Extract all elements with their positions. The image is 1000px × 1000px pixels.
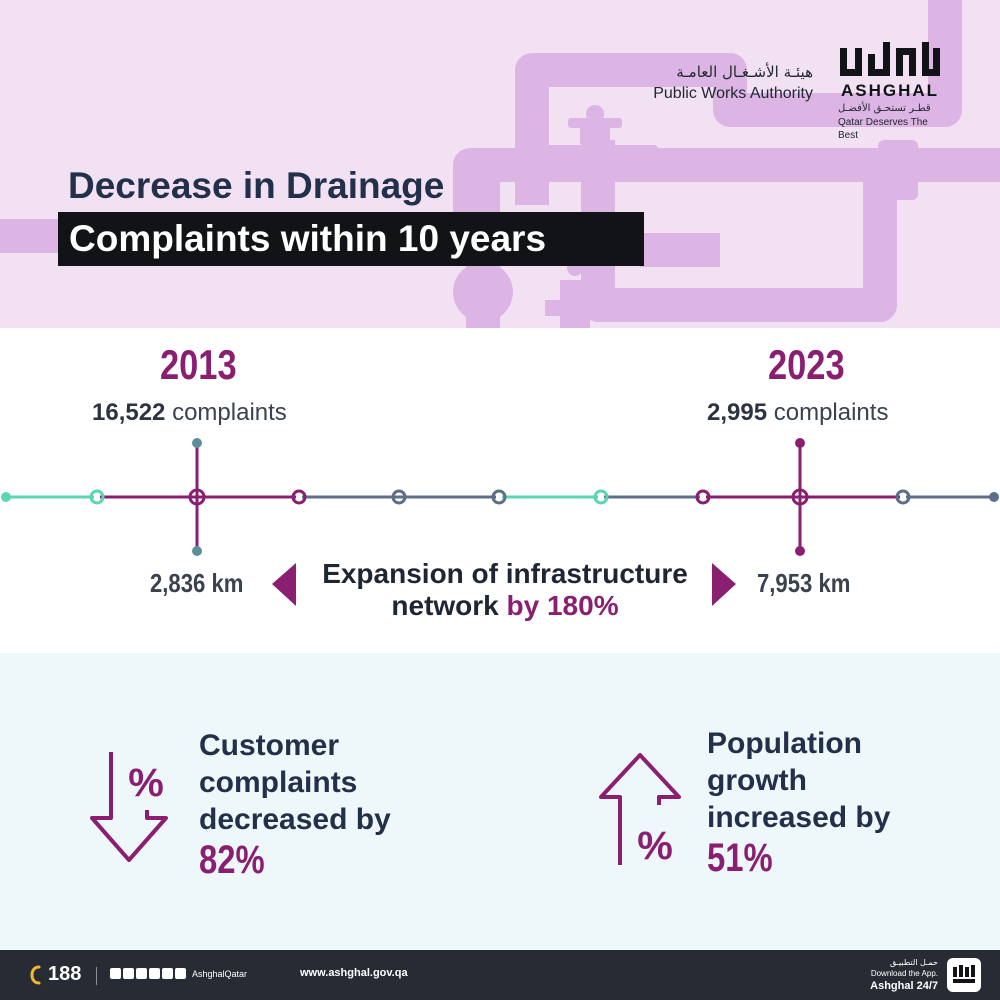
phone-icon (30, 965, 41, 984)
ashghal-logo-mark: ASHGHAL (840, 42, 940, 100)
social-handle: AshghalQatar (192, 968, 248, 979)
footer: 188 AshghalQatar www.ashghal.gov.qa حمـل… (0, 950, 1000, 1000)
end-complaints-unit: complaints (767, 399, 889, 426)
end-complaints: 2,995 complaints (707, 398, 888, 428)
population-stat-line-2: growth (707, 764, 807, 797)
instagram-icon[interactable] (123, 968, 134, 979)
tagline-english: Qatar Deserves The Best (838, 117, 928, 141)
linkedin-icon[interactable] (162, 968, 173, 979)
start-network-length: 2,836 km (150, 568, 244, 598)
authority-name-english: Public Works Authority (653, 85, 813, 102)
percent-up-arrow-icon: % (599, 753, 681, 868)
complaints-stat-line-1: Customer (199, 729, 340, 762)
complaints-stat-line-3: decreased by (199, 803, 391, 836)
population-stat-value: 51% (707, 836, 773, 880)
ashghal-app-logo-icon (953, 965, 975, 983)
logo-wordmark: ASHGHAL (841, 81, 939, 100)
app-store-icon[interactable] (947, 958, 981, 992)
expansion-line-2: network by 180% (300, 590, 710, 622)
footer-divider (96, 967, 97, 985)
hotline-number: 188 (48, 963, 82, 985)
percent-down-arrow-icon: % (90, 752, 168, 862)
authority-name-arabic: هيئـة الأشـغـال العامـة (676, 63, 813, 81)
youtube-icon[interactable] (175, 968, 186, 979)
right-triangle-icon (712, 563, 736, 606)
website-link[interactable]: www.ashghal.gov.qa (300, 967, 408, 979)
authority-name: هيئـة الأشـغـال العامـة Public Works Aut… (653, 62, 813, 106)
stats-section: % Customer complaints decreased by 82% %… (0, 653, 1000, 950)
tagline-arabic: قطـر تستحـق الأفضـل (838, 103, 931, 114)
start-year: 2013 (160, 341, 237, 388)
twitter-icon[interactable] (110, 968, 121, 979)
social-links: AshghalQatar (110, 968, 247, 979)
start-complaints: 16,522 complaints (92, 398, 287, 428)
app-download: حمـل التطبيـق Download the App. Ashghal … (870, 957, 938, 993)
app-download-arabic: حمـل التطبيـق (890, 958, 938, 967)
end-year: 2023 (768, 341, 845, 388)
end-network-length: 7,953 km (757, 568, 851, 598)
complaints-stat: Customer complaints decreased by 82% (199, 727, 391, 882)
title-line-2: Complaints within 10 years (58, 212, 644, 266)
expansion-line-2-text: network (391, 590, 507, 621)
up-percent-symbol: % (637, 824, 673, 868)
expansion-highlight: by 180% (506, 590, 619, 621)
expansion-line-1: Expansion of infrastructure (322, 558, 688, 589)
end-complaints-value: 2,995 (707, 399, 768, 426)
population-stat: Population growth increased by 51% (707, 725, 890, 880)
population-stat-line-1: Population (707, 727, 862, 760)
start-complaints-unit: complaints (165, 399, 287, 426)
down-percent-symbol: % (128, 761, 164, 805)
left-triangle-icon (272, 563, 296, 606)
expansion-text: Expansion of infrastructure network by 1… (300, 558, 710, 622)
header-banner: هيئـة الأشـغـال العامـة Public Works Aut… (0, 0, 1000, 328)
pipeline-timeline (1, 438, 999, 606)
complaints-stat-line-2: complaints (199, 766, 358, 799)
ashghal-logo: ASHGHAL قطـر تستحـق الأفضـل Qatar Deserv… (838, 42, 948, 142)
population-stat-line-3: increased by (707, 801, 891, 834)
title-line-1: Decrease in Drainage (68, 165, 445, 206)
snapchat-icon[interactable] (149, 968, 160, 979)
app-download-label: Download the App. (870, 969, 938, 978)
facebook-icon[interactable] (136, 968, 147, 979)
complaints-stat-value: 82% (199, 838, 265, 882)
app-name: Ashghal 24/7 (870, 980, 938, 992)
start-complaints-value: 16,522 (92, 399, 166, 426)
hotline[interactable]: 188 (30, 963, 81, 986)
